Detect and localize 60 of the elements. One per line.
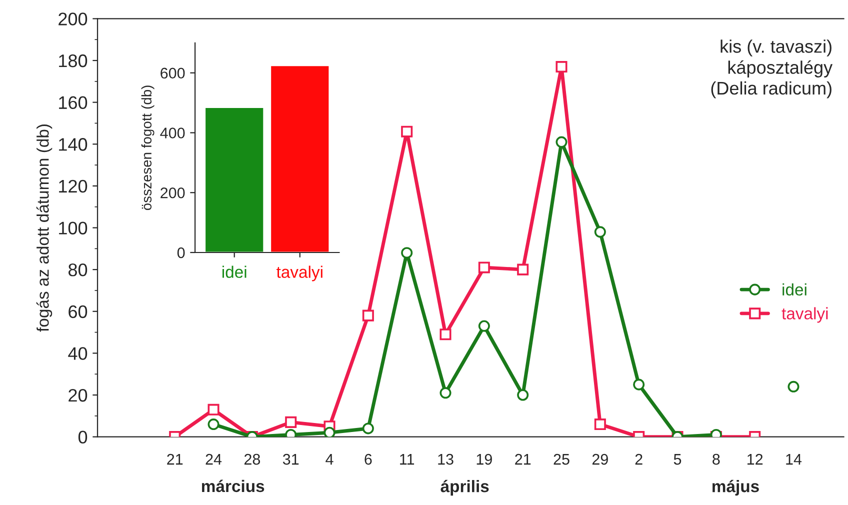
point [478,320,490,332]
x-tick-label: 25 [554,454,570,465]
point [401,247,413,259]
x-tick-label: 21 [167,454,183,465]
x-tick-label: 2 [635,454,642,465]
x-tick-label: 31 [282,454,299,465]
point [324,426,336,437]
point [285,416,297,428]
point [478,262,490,274]
y-tick-label: 140 [59,138,88,151]
y-tick-label: 0 [78,430,88,444]
text: kis (v. tavaszi) káposztalégy (Delia radicum) [711,40,833,98]
point [633,378,645,390]
legend-label: idei [782,283,806,296]
point [517,264,529,276]
y-tick-label: 100 [59,222,88,234]
point [401,126,413,138]
y-axis-title: összesen fogott (db) [141,86,154,210]
y-tick-label: 400 [160,128,185,138]
x-tick-label: 19 [476,454,492,465]
y-tick-label: 160 [59,96,88,110]
y-tick-label: 600 [160,68,185,79]
y-tick-label: 60 [68,305,88,318]
y-tick-label: 120 [59,180,88,193]
text: április [440,480,489,496]
point [556,136,568,148]
x-tick-label: 8 [712,454,720,465]
y-tick-label: 180 [59,54,88,68]
point [517,389,529,401]
x-tick-label: 4 [326,454,334,465]
x-tick-label: 24 [206,454,222,465]
text: május [712,480,759,496]
x-tick-label: 12 [748,454,763,465]
legend-label: tavalyi [782,307,828,323]
point [440,387,452,399]
x-tick-label: 5 [674,454,682,465]
text: március [202,480,264,492]
point [208,418,220,430]
point [788,380,800,392]
y-tick-label: 200 [58,12,88,26]
y-tick-label: 40 [68,347,88,360]
x-tick-label: 29 [592,454,608,465]
y-tick-label: 20 [68,388,88,402]
point [594,418,606,430]
x-tick-label: 21 [515,454,531,465]
x-tick-label: 11 [400,454,414,465]
x-tick-label: 13 [438,454,454,465]
point [556,61,568,73]
point [362,422,374,434]
x-tick-label: 28 [244,454,260,465]
point [208,404,220,416]
y-tick-label: 0 [177,247,185,258]
x-tick-label: 6 [364,454,372,465]
point [440,328,452,340]
y-tick-label: 80 [68,264,88,276]
y-axis-title: fogás az adott dátumon (db) [36,124,52,332]
point [594,226,606,238]
y-tick-label: 200 [160,187,185,198]
point [362,310,374,322]
x-tick-label: 14 [786,454,802,465]
